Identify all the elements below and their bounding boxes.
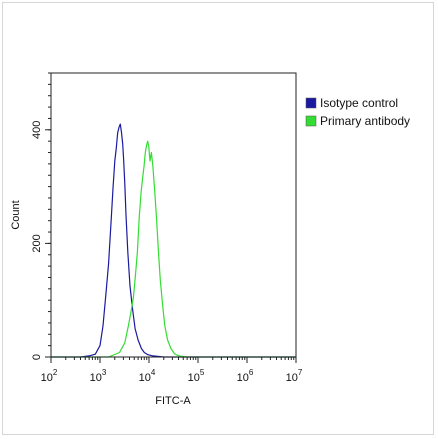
x-tick-label: 103 bbox=[90, 368, 107, 384]
legend-label-isotype-control: Isotype control bbox=[320, 96, 398, 110]
series-line-isotype-control bbox=[51, 123, 296, 358]
chart-frame bbox=[2, 2, 434, 435]
legend-swatch-primary-antibody bbox=[305, 115, 317, 127]
x-axis: 102 103 104 105 106 107 bbox=[41, 357, 303, 384]
x-tick-label: 102 bbox=[41, 368, 58, 384]
legend-label-primary-antibody: Primary antibody bbox=[320, 114, 410, 128]
y-tick-label: 200 bbox=[31, 234, 43, 252]
x-axis-label: FITC-A bbox=[155, 395, 191, 407]
series-line-primary-antibody bbox=[51, 140, 296, 358]
y-axis-label: Count bbox=[10, 200, 22, 229]
y-axis: 0 200 400 bbox=[31, 72, 51, 360]
plot-area bbox=[50, 72, 297, 358]
x-tick-label: 105 bbox=[188, 368, 205, 384]
x-tick-label: 104 bbox=[139, 368, 156, 384]
y-tick-label: 0 bbox=[31, 354, 43, 360]
y-tick-label: 400 bbox=[31, 121, 43, 139]
legend: Isotype control Primary antibody bbox=[305, 96, 410, 128]
legend-swatch-isotype-control bbox=[305, 97, 317, 109]
plot-lines bbox=[51, 123, 296, 358]
x-tick-label: 106 bbox=[237, 368, 254, 384]
x-tick-label: 107 bbox=[286, 368, 303, 384]
